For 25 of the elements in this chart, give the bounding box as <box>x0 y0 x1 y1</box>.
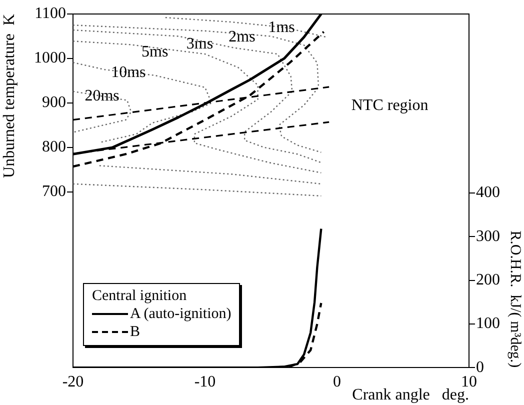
y2-tick-label: 200 <box>476 271 500 288</box>
y2-tick-label: 400 <box>476 184 500 202</box>
annotation: 5ms <box>142 43 168 60</box>
annotation: 2ms <box>228 28 256 46</box>
y-tick-label: 1000 <box>34 50 66 67</box>
y-tick-label: 1100 <box>34 5 66 22</box>
annotation: 1ms <box>268 18 295 36</box>
y-tick-label: 700 <box>42 183 66 200</box>
annotation: 3ms <box>186 35 214 52</box>
line-series <box>73 62 212 144</box>
annotation: 10ms <box>111 64 146 81</box>
x-tick-label: -10 <box>194 373 216 390</box>
y2-axis-title: R.O.H.R. kJ/( m³deg.) <box>507 230 524 368</box>
line-series <box>73 90 132 133</box>
annotation: 20ms <box>84 87 120 104</box>
y2-tick-label: 300 <box>476 228 500 245</box>
y-tick-label: 900 <box>42 94 66 112</box>
annotation: NTC region <box>351 97 428 114</box>
y2-tick-label: 0 <box>476 358 484 376</box>
y-axis-title: Unburned temperature K <box>0 14 18 178</box>
x-tick-label: -20 <box>62 373 84 390</box>
legend-title: Central ignition <box>92 286 188 305</box>
y-tick-label: 800 <box>42 138 66 156</box>
x-tick-label: 0 <box>333 373 341 390</box>
y2-tick-label: 100 <box>476 315 500 332</box>
